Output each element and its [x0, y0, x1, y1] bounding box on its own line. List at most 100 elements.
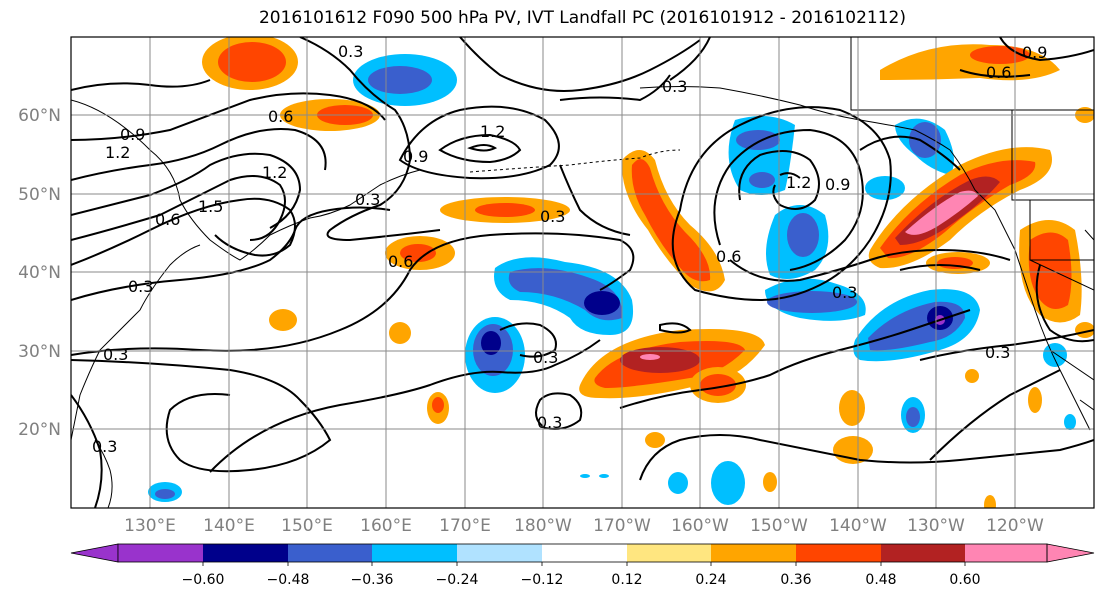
positive-anomaly	[839, 390, 865, 426]
colorbar-tick-label: 0.24	[695, 572, 726, 588]
contour-label: 0.9	[120, 125, 145, 144]
colorbar-tick-label: −0.36	[351, 572, 394, 588]
lon-label: 150°W	[750, 516, 808, 536]
latitude-labels: 60°N 50°N 40°N 30°N 20°N	[18, 106, 61, 440]
contour-label: 0.3	[92, 437, 117, 456]
lon-label: 160°W	[671, 516, 729, 536]
contour-label: 0.3	[338, 42, 363, 61]
contour-label: 0.3	[540, 207, 565, 226]
contour-label: 0.3	[985, 343, 1010, 362]
colorbar-segment	[118, 544, 203, 562]
lon-label: 150°E	[281, 516, 333, 536]
colorbar-tick-label: −0.12	[521, 572, 564, 588]
contour-label: 0.6	[388, 252, 413, 271]
lon-label: 140°W	[829, 516, 887, 536]
positive-anomaly	[1028, 232, 1072, 309]
positive-anomaly	[763, 472, 777, 492]
contour-label: 0.6	[716, 247, 741, 266]
contour-label: 0.3	[832, 283, 857, 302]
map-frame	[70, 36, 1095, 509]
colorbar-segment	[627, 544, 711, 562]
colorbar-segment	[288, 544, 372, 562]
map-plot-area	[71, 37, 1094, 508]
lon-label: 140°E	[203, 516, 255, 536]
contour-label: 1.2	[480, 122, 505, 141]
positive-anomaly	[905, 190, 978, 235]
colorbar-segment	[796, 544, 881, 562]
colorbar-extend-high	[1046, 543, 1095, 563]
negative-anomaly	[155, 489, 175, 499]
lat-label-30n: 30°N	[18, 342, 61, 362]
negative-anomaly	[787, 213, 819, 257]
pv-contours	[71, 37, 1094, 508]
colorbar-tick-label: 0.48	[865, 572, 896, 588]
negative-anomaly	[749, 172, 775, 188]
colorbar-tick-label: 0.60	[949, 572, 980, 588]
contour-label: 0.3	[355, 190, 380, 209]
positive-anomaly	[640, 354, 660, 360]
positive-anomaly	[965, 369, 979, 383]
positive-anomaly	[984, 495, 996, 508]
contour-label: 1.2	[786, 173, 811, 192]
positive-anomaly	[645, 432, 665, 448]
colorbar-tick-label: 0.36	[780, 572, 811, 588]
negative-anomaly	[865, 176, 905, 200]
negative-anomaly	[668, 472, 688, 494]
colorbar-extend-low	[70, 543, 119, 563]
colorbar: −0.60 −0.48 −0.36 −0.24 −0.12 0.12 0.24 …	[70, 543, 1095, 588]
lon-label: 130°E	[124, 516, 176, 536]
contour-label: 0.6	[986, 63, 1011, 82]
negative-anomaly	[599, 474, 609, 478]
negative-anomaly	[736, 130, 780, 150]
negative-anomaly	[584, 291, 620, 315]
positive-anomaly	[631, 159, 711, 282]
negative-anomaly	[580, 474, 590, 478]
negative-anomaly	[906, 407, 920, 427]
positive-anomaly	[389, 322, 411, 344]
contour-label: 0.9	[1022, 43, 1047, 62]
positive-anomaly	[269, 309, 297, 331]
lon-label: 130°W	[907, 516, 965, 536]
contour-label: 1.5	[198, 197, 223, 216]
lon-label: 120°W	[986, 516, 1044, 536]
contour-label: 1.2	[262, 163, 287, 182]
contour-labels: 0.3 0.3 0.3 0.3 0.3 0.3 0.3 0.3 0.3 0.3 …	[92, 42, 1047, 456]
colorbar-frame	[117, 543, 1048, 563]
colorbar-segment	[203, 544, 288, 562]
lon-label: 160°E	[360, 516, 412, 536]
positive-anomaly	[700, 374, 736, 396]
lat-label-40n: 40°N	[18, 263, 61, 283]
contour-label: 0.3	[533, 348, 558, 367]
colorbar-segment	[542, 544, 627, 562]
colorbar-segment	[881, 544, 965, 562]
contour-label: 1.2	[105, 143, 130, 162]
negative-anomaly	[481, 331, 501, 355]
positive-anomaly	[475, 203, 535, 217]
longitude-labels: 130°E 140°E 150°E 160°E 170°E 180°W 170°…	[124, 516, 1044, 536]
negative-anomaly	[1064, 414, 1076, 430]
lon-label: 170°W	[593, 516, 651, 536]
colorbar-tick-label: −0.48	[267, 572, 310, 588]
coastlines	[71, 37, 1094, 508]
positive-anomaly	[1028, 387, 1042, 413]
contour-label: 0.6	[268, 107, 293, 126]
colorbar-tick-label: −0.60	[182, 572, 225, 588]
colorbar-tick-label: −0.24	[436, 572, 479, 588]
colorbar-segment	[372, 544, 457, 562]
colorbar-segment	[965, 544, 1047, 562]
positive-anomaly	[218, 42, 286, 82]
positive-anomaly	[400, 244, 436, 262]
contour-label: 0.9	[403, 147, 428, 166]
colorbar-tick-label: 0.12	[611, 572, 642, 588]
colorbar-segment	[711, 544, 796, 562]
negative-anomaly	[368, 66, 432, 94]
lat-label-50n: 50°N	[18, 185, 61, 205]
negative-anomaly	[1043, 343, 1067, 367]
contour-label: 0.3	[662, 77, 687, 96]
contour-label: 0.9	[825, 175, 850, 194]
contour-label: 0.6	[155, 210, 180, 229]
contour-label: 0.3	[537, 413, 562, 432]
contour-label: 0.3	[128, 277, 153, 296]
map-gridlines	[71, 37, 1094, 508]
